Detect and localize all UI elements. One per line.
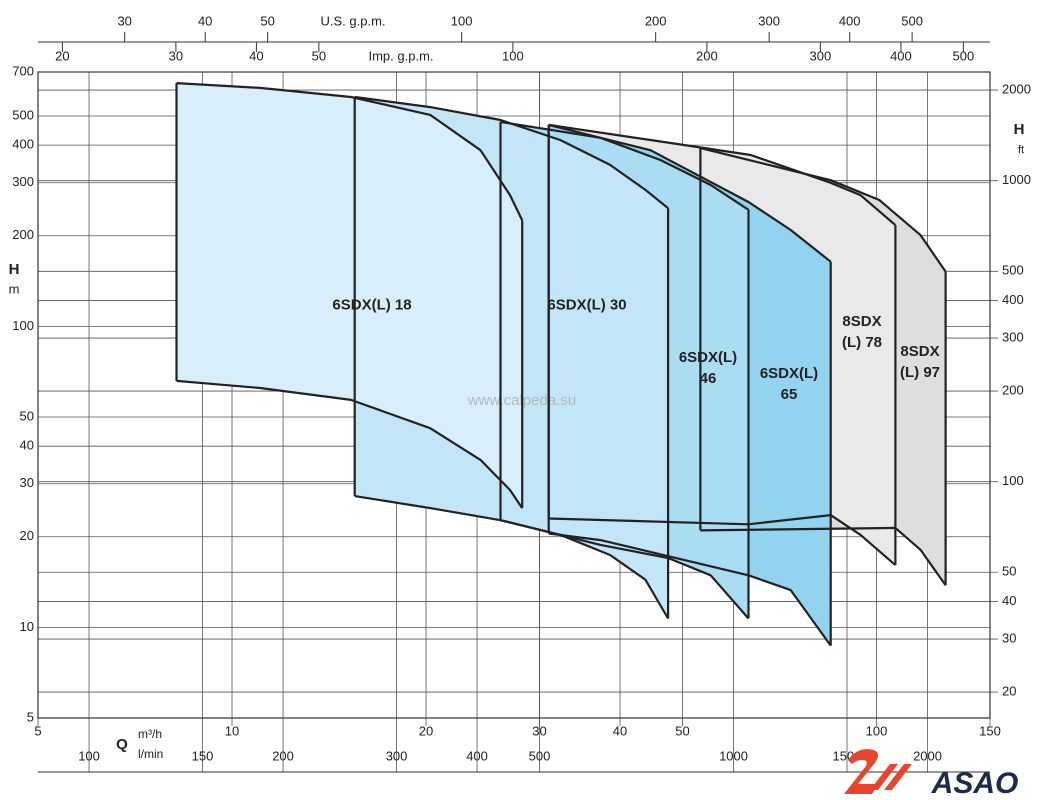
y-tick-label: 5 — [27, 709, 34, 724]
y2-axis-unit: ft — [1018, 144, 1024, 156]
lmin-tick-label: 300 — [386, 748, 408, 763]
y2-tick-label: 20 — [1002, 683, 1016, 698]
x-tick-label: 30 — [532, 723, 546, 738]
top-tick-label: 50 — [312, 48, 326, 63]
top-tick-label: 400 — [890, 48, 912, 63]
x-tick-label: 20 — [419, 723, 433, 738]
top-tick-label: 200 — [645, 13, 667, 28]
series-label: 6SDX(L) 65 — [759, 365, 819, 403]
logo-mark — [844, 749, 878, 794]
lmin-tick-label: 150 — [192, 748, 214, 763]
top-tick-label: 300 — [810, 48, 832, 63]
curves: www.calpeda.su — [175, 82, 947, 647]
logo: ASAO — [844, 749, 1018, 800]
x-tick-label: 40 — [613, 723, 627, 738]
y-tick-label: 400 — [12, 137, 34, 152]
region-fill — [176, 83, 523, 509]
top-tick-label: 20 — [55, 48, 69, 63]
top-tick-label: 100 — [451, 13, 473, 28]
lmin-tick-label: 100 — [78, 748, 100, 763]
y2-tick-label: 1000 — [1002, 172, 1031, 187]
y2-tick-label: 2000 — [1002, 82, 1031, 97]
y2-tick-label: 500 — [1002, 263, 1024, 278]
x-tick-label: 50 — [675, 723, 689, 738]
lower-curve — [176, 379, 524, 509]
y-tick-label: 300 — [12, 174, 34, 189]
y2-tick-label: 300 — [1002, 330, 1024, 345]
series-label: 6SDX(L) 46 — [678, 349, 738, 387]
top-tick-label: 40 — [249, 48, 263, 63]
axes: 5 10 20 30 40 50 100 200 300 400 500 700 20 30 40 50 100… — [9, 13, 1031, 773]
upper-curve — [176, 82, 524, 221]
lmin-tick-label: 1000 — [719, 748, 748, 763]
lmin-tick-label: 2000 — [913, 748, 942, 763]
x-tick-label: 100 — [866, 723, 888, 738]
y2-tick-label: 100 — [1002, 473, 1024, 488]
top-axis-label: U.S. g.p.m. — [320, 13, 385, 28]
lower-curve — [700, 526, 947, 586]
upper-curve — [500, 120, 750, 211]
top-tick-label: 40 — [198, 13, 212, 28]
y-tick-label: 100 — [12, 318, 34, 333]
plot-frame — [37, 71, 991, 719]
top-tick-label: 30 — [169, 48, 183, 63]
y-axis-label: H — [9, 261, 20, 278]
upper-curve — [354, 95, 669, 210]
y2-tick-label: 40 — [1002, 593, 1016, 608]
y-tick-label: 40 — [20, 438, 34, 453]
logo-text: ASAO — [931, 767, 1019, 800]
series-label: 6SDX(L) 30 — [547, 296, 627, 314]
y-tick-label: 20 — [20, 528, 34, 543]
top-tick-label: 300 — [758, 13, 780, 28]
top-axis-label: Imp. g.p.m. — [368, 48, 433, 63]
x-axis-unit: l/min — [138, 747, 163, 761]
x-tick-label: 150 — [979, 723, 1001, 738]
series-label: 8SDX (L) 97 — [900, 343, 941, 381]
top-tick-label: 500 — [953, 48, 975, 63]
top-tick-label: 30 — [117, 13, 131, 28]
y-axis-unit: m — [9, 281, 20, 296]
x-axis-label: Q — [116, 736, 128, 753]
y-tick-label: 500 — [12, 107, 34, 122]
series-label: 8SDX (L) 78 — [842, 313, 883, 351]
y-tick-label: 30 — [20, 475, 34, 490]
x-axis-unit: m³/h — [138, 727, 162, 741]
y-tick-label: 200 — [12, 227, 34, 242]
upper-curve — [548, 123, 832, 263]
y-tick-label: 50 — [20, 408, 34, 423]
top-tick-label: 50 — [260, 13, 274, 28]
logo-mark — [870, 764, 912, 790]
top-tick-label: 500 — [901, 13, 923, 28]
regions — [176, 83, 946, 646]
y-tick-label: 700 — [12, 63, 34, 78]
y-tick-label: 10 — [20, 619, 34, 634]
top-tick-label: 200 — [696, 48, 718, 63]
top-tick-label: 400 — [839, 13, 861, 28]
y2-tick-label: 200 — [1002, 383, 1024, 398]
upper-curve — [700, 147, 947, 273]
upper-curve — [548, 123, 897, 226]
y2-tick-label: 400 — [1002, 292, 1024, 307]
lower-curve — [548, 532, 832, 647]
series-label: 6SDX(L) 18 — [332, 296, 412, 314]
x-tick-label: 5 — [34, 723, 41, 738]
y2-axis-label: H — [1014, 121, 1025, 138]
y2-tick-label: 50 — [1002, 564, 1016, 579]
lmin-tick-label: 200 — [272, 748, 294, 763]
top-tick-label: 100 — [502, 48, 524, 63]
lower-curve — [548, 513, 897, 566]
lmin-tick-label: 400 — [466, 748, 488, 763]
y2-tick-label: 30 — [1002, 630, 1016, 645]
x-tick-label: 10 — [225, 723, 239, 738]
lmin-tick-label: 500 — [529, 748, 551, 763]
